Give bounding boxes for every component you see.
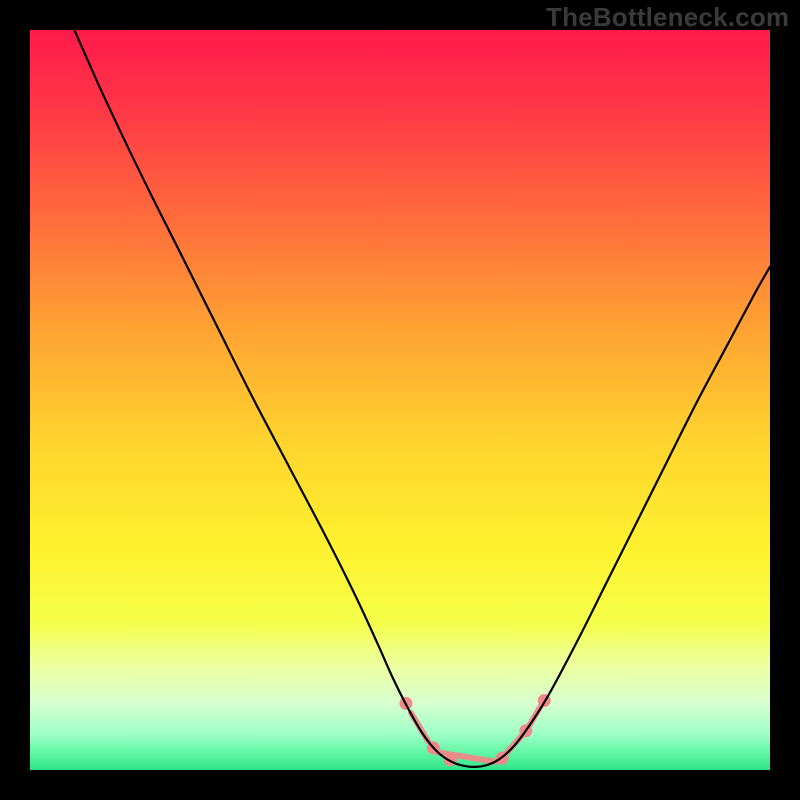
- watermark-text: TheBottleneck.com: [546, 2, 789, 33]
- chart-frame: TheBottleneck.com: [0, 0, 800, 800]
- plot-area: [30, 30, 770, 770]
